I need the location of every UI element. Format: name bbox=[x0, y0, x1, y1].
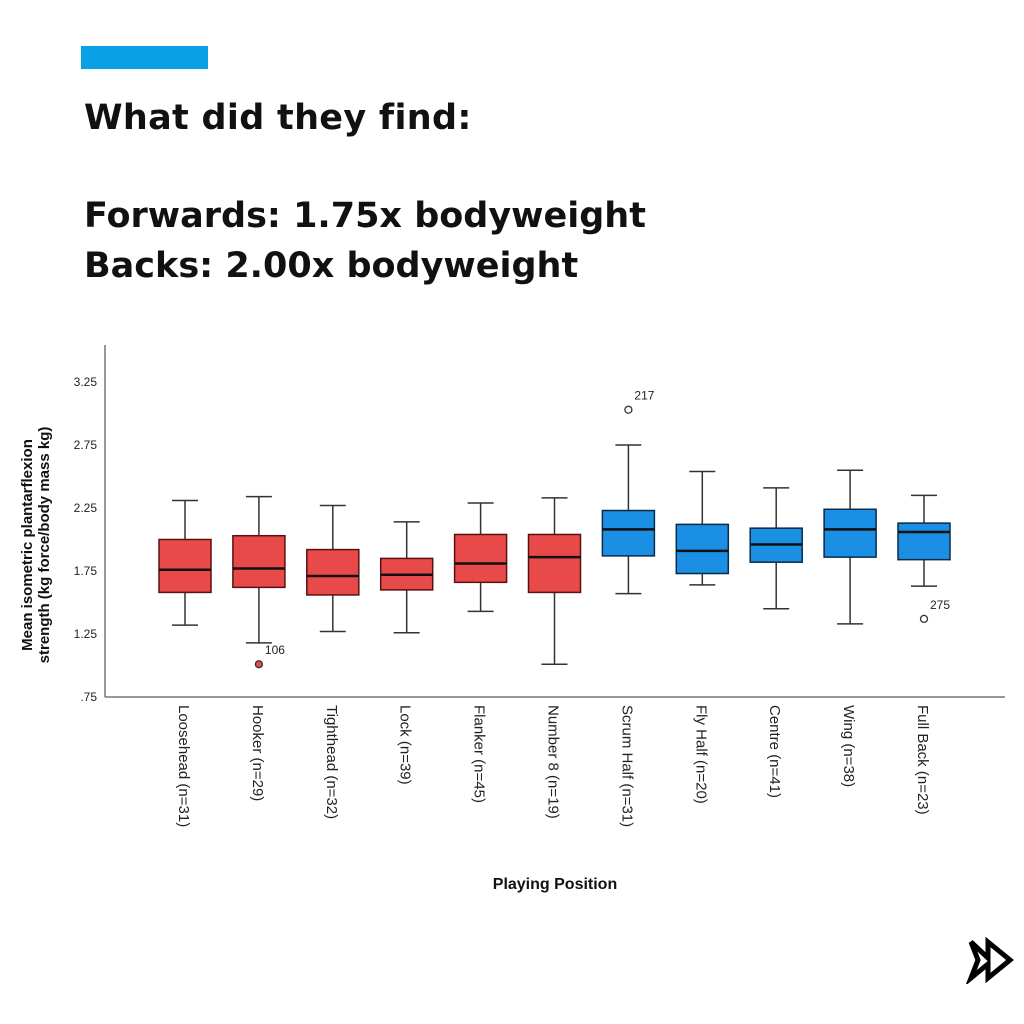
outlier-label: 217 bbox=[634, 389, 654, 403]
outlier-label: 106 bbox=[265, 643, 285, 657]
box bbox=[232, 534, 286, 589]
y-tick-label: .75 bbox=[80, 690, 97, 704]
box bbox=[306, 548, 360, 596]
y-tick-label: 2.75 bbox=[74, 438, 98, 452]
box bbox=[527, 533, 582, 594]
outlier-label: 275 bbox=[930, 598, 950, 612]
y-tick-label: 1.75 bbox=[74, 564, 98, 578]
accent-bar bbox=[81, 46, 208, 69]
box bbox=[823, 508, 877, 558]
outlier-point bbox=[624, 405, 633, 414]
backs-finding: Backs: 2.00x bodyweight bbox=[84, 246, 579, 286]
x-tick-label: Wing (n=38) bbox=[840, 705, 857, 787]
x-tick-label: Lock (n=39) bbox=[397, 705, 414, 785]
y-axis-title: Mean isometric plantarflexion strength (… bbox=[19, 427, 53, 664]
outlier-point bbox=[919, 614, 929, 624]
y-tick-label: 3.25 bbox=[74, 375, 98, 389]
x-tick-label: Scrum Half (n=31) bbox=[618, 705, 635, 827]
y-tick-label: 2.25 bbox=[74, 501, 98, 515]
outlier-point bbox=[254, 660, 264, 669]
x-tick-label: Tighthead (n=32) bbox=[323, 705, 340, 819]
x-tick-label: Loosehead (n=31) bbox=[175, 705, 192, 827]
fast-forward-icon[interactable] bbox=[966, 936, 1016, 984]
forwards-finding: Forwards: 1.75x bodyweight bbox=[84, 196, 646, 236]
box bbox=[601, 509, 656, 557]
x-tick-label: Full Back (n=23) bbox=[914, 705, 931, 815]
y-axis-title-line2: strength (kg force/body mass kg) bbox=[36, 427, 53, 664]
box bbox=[675, 523, 730, 575]
x-tick-label: Centre (n=41) bbox=[766, 705, 783, 798]
box bbox=[453, 533, 508, 584]
box bbox=[158, 538, 212, 594]
y-tick-label: 1.25 bbox=[74, 627, 98, 641]
x-tick-label: Flanker (n=45) bbox=[471, 705, 488, 803]
x-tick-label: Hooker (n=29) bbox=[249, 705, 266, 801]
x-tick-label: Fly Half (n=20) bbox=[692, 705, 709, 804]
page-title: What did they find: bbox=[84, 98, 472, 138]
x-axis-title: Playing Position bbox=[493, 876, 617, 893]
box bbox=[897, 522, 951, 561]
x-tick-label: Number 8 (n=19) bbox=[545, 705, 562, 819]
y-axis-title-line1: Mean isometric plantarflexion bbox=[19, 439, 36, 651]
